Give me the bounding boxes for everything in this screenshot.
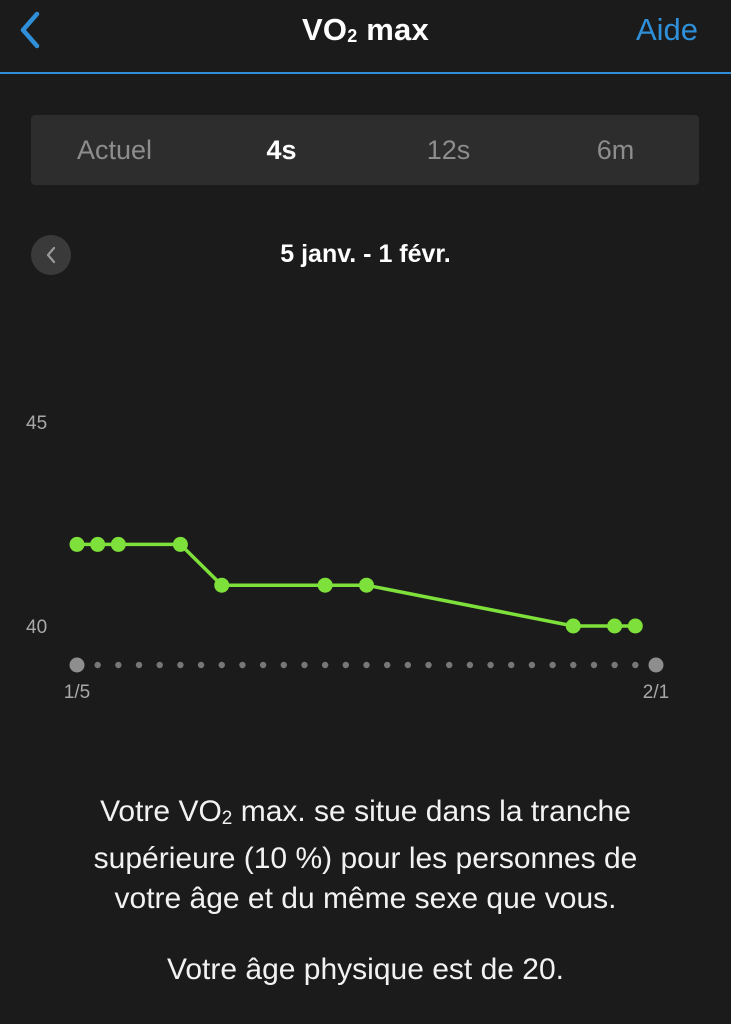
x-tick-label: 1/5 bbox=[64, 682, 90, 703]
vo2max-data-point bbox=[90, 536, 106, 552]
y-tick-label: 40 bbox=[26, 617, 47, 638]
title-subscript: 2 bbox=[347, 26, 358, 46]
vo2max-data-point bbox=[214, 577, 230, 593]
x-axis-day-dot bbox=[342, 661, 350, 669]
x-axis-day-dot bbox=[487, 661, 494, 669]
x-axis-day-dot bbox=[446, 661, 453, 669]
vo2max-series-line bbox=[77, 542, 636, 628]
previous-period-button[interactable] bbox=[31, 235, 71, 275]
y-tick-label: 45 bbox=[26, 413, 47, 434]
x-axis-day-dot bbox=[363, 661, 370, 669]
tab-6-months[interactable]: 6m bbox=[596, 134, 635, 165]
vo2max-data-point bbox=[110, 536, 126, 552]
back-button[interactable] bbox=[12, 8, 48, 52]
percentile-message: Votre VO2 max. se situe dans la tranche … bbox=[40, 792, 691, 919]
x-axis-day-dot bbox=[404, 661, 412, 669]
vo2max-data-point bbox=[69, 536, 85, 552]
x-axis-day-dot bbox=[508, 661, 515, 669]
tab-4-weeks[interactable]: 4s bbox=[266, 134, 297, 165]
x-axis-day-dot bbox=[94, 661, 101, 669]
x-axis-day-dot bbox=[648, 657, 664, 673]
tab-current[interactable]: Actuel bbox=[76, 134, 153, 165]
chevron-left-icon bbox=[20, 11, 40, 49]
vo2max-data-point bbox=[627, 618, 643, 634]
x-axis-day-dot bbox=[383, 661, 391, 669]
x-axis-day-dot bbox=[177, 661, 184, 669]
vo2max-data-point bbox=[607, 618, 623, 634]
help-button[interactable]: Aide bbox=[635, 12, 698, 47]
x-axis-day-dot bbox=[425, 661, 432, 669]
x-axis-day-dot bbox=[156, 661, 163, 669]
period-tabs: Actuel 4s 12s 6m bbox=[31, 115, 699, 185]
x-axis-day-dot bbox=[321, 661, 329, 669]
chevron-left-icon bbox=[46, 246, 56, 264]
x-axis-day-dot bbox=[301, 661, 308, 669]
message-line-1: Votre VO2 max. se situe dans la tranche bbox=[40, 792, 691, 839]
vo2max-data-point bbox=[172, 536, 188, 552]
x-axis-day-dot bbox=[632, 661, 639, 669]
date-range: 5 janv. - 1 févr. bbox=[280, 240, 451, 268]
page-title: VO2 max bbox=[0, 12, 731, 48]
message-line-1-b: max. se situe dans la tranche bbox=[232, 795, 631, 828]
x-axis-day-dot bbox=[135, 661, 143, 669]
fitness-age-message: Votre âge physique est de 20. bbox=[167, 953, 564, 986]
title-main: VO bbox=[302, 12, 348, 47]
vo2max-data-point bbox=[565, 618, 581, 634]
x-tick-label: 2/1 bbox=[643, 682, 669, 703]
message-line-1-a: Votre VO bbox=[100, 795, 222, 828]
x-axis-day-dot bbox=[239, 661, 246, 669]
x-axis-day-dot bbox=[259, 661, 267, 669]
header-bar: VO2 max Aide bbox=[0, 0, 731, 74]
x-axis-day-dot bbox=[611, 661, 618, 669]
x-axis-day-dot bbox=[115, 661, 122, 669]
x-axis-day-dot bbox=[570, 661, 577, 669]
x-axis-day-dot bbox=[69, 657, 85, 673]
vo2max-data-point bbox=[317, 577, 333, 593]
x-axis-day-dot bbox=[590, 661, 598, 669]
title-end: max bbox=[357, 12, 429, 47]
message-subscript: 2 bbox=[221, 808, 233, 829]
vo2max-data-point bbox=[359, 577, 374, 593]
x-axis-day-dot bbox=[197, 661, 205, 669]
vo2max-chart: 45 40 1/5 2/1 bbox=[26, 413, 669, 703]
x-axis-day-dot bbox=[528, 661, 536, 669]
x-axis-day-dot bbox=[218, 661, 225, 669]
message-line-3: votre âge et du même sexe que vous. bbox=[114, 882, 617, 915]
message-line-2: supérieure (10 %) pour les personnes de bbox=[93, 842, 638, 875]
x-axis-day-dot bbox=[549, 661, 556, 669]
x-axis-day-dot bbox=[466, 661, 474, 669]
x-axis-day-dot bbox=[280, 661, 287, 669]
tab-12-weeks[interactable]: 12s bbox=[426, 134, 471, 165]
